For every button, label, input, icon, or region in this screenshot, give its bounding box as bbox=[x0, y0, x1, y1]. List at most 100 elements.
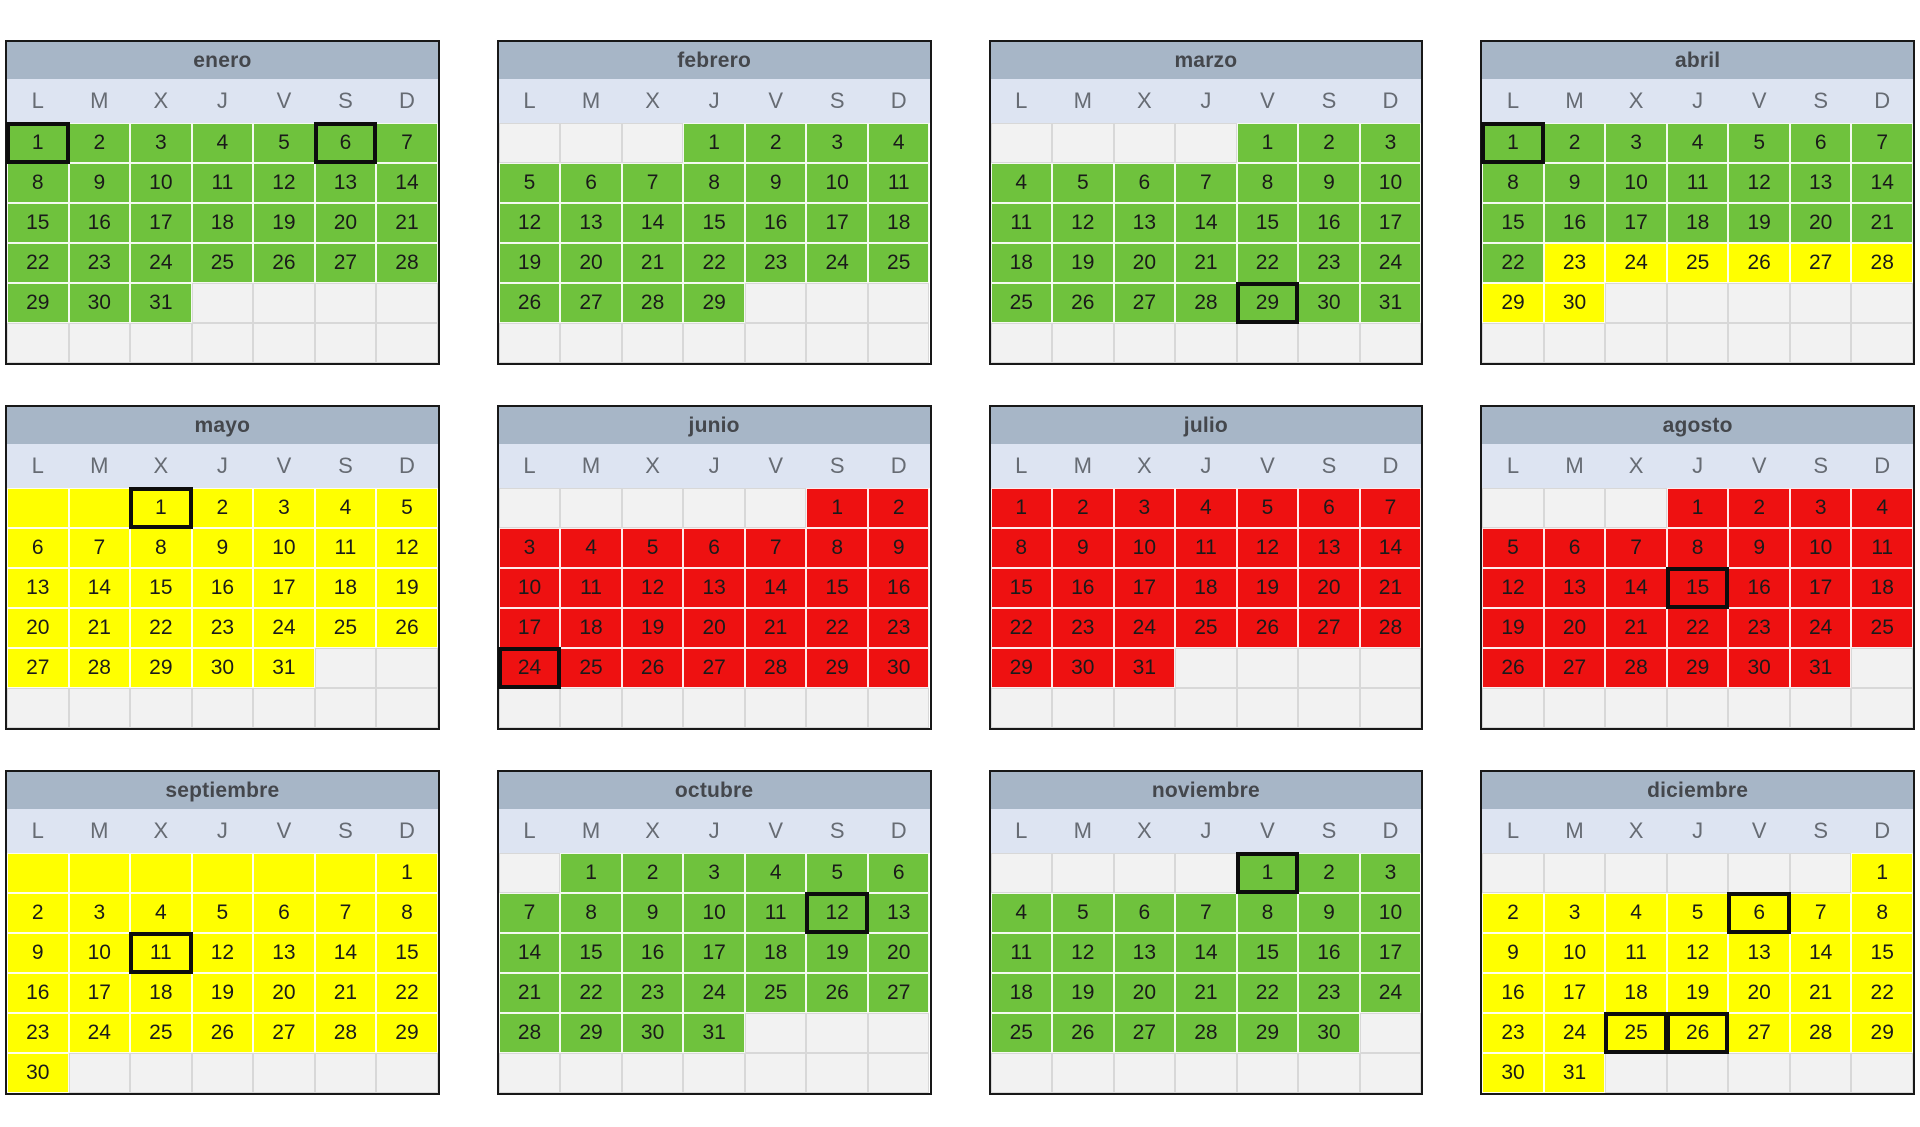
day-cell-marzo-20[interactable]: 20 bbox=[1113, 243, 1176, 283]
day-cell-septiembre-12[interactable]: 12 bbox=[191, 933, 254, 973]
day-cell-enero-8[interactable]: 8 bbox=[7, 163, 69, 203]
day-cell-abril-20[interactable]: 20 bbox=[1789, 203, 1852, 243]
day-cell-septiembre-23[interactable]: 23 bbox=[7, 1013, 69, 1053]
day-cell-julio-1[interactable]: 1 bbox=[990, 488, 1053, 528]
day-cell-noviembre-8[interactable]: 8 bbox=[1236, 893, 1299, 933]
day-cell-abril-19[interactable]: 19 bbox=[1728, 203, 1790, 243]
day-cell-febrero-19[interactable]: 19 bbox=[498, 243, 561, 283]
day-cell-junio-3[interactable]: 3 bbox=[498, 528, 561, 568]
day-cell-mayo-27[interactable]: 27 bbox=[7, 648, 69, 688]
day-cell-noviembre-28[interactable]: 28 bbox=[1175, 1013, 1237, 1053]
day-cell-noviembre-9[interactable]: 9 bbox=[1298, 893, 1360, 933]
day-cell-diciembre-29[interactable]: 29 bbox=[1851, 1013, 1913, 1053]
day-cell-septiembre-14[interactable]: 14 bbox=[314, 933, 377, 973]
day-cell-septiembre-28[interactable]: 28 bbox=[314, 1013, 377, 1053]
day-cell-mayo-28[interactable]: 28 bbox=[68, 648, 131, 688]
day-cell-septiembre-3[interactable]: 3 bbox=[68, 893, 131, 933]
day-cell-noviembre-22[interactable]: 22 bbox=[1236, 973, 1299, 1013]
day-cell-junio-20[interactable]: 20 bbox=[683, 608, 745, 648]
day-cell-mayo-18[interactable]: 18 bbox=[314, 568, 377, 608]
day-cell-diciembre-5[interactable]: 5 bbox=[1666, 893, 1729, 933]
day-cell-noviembre-10[interactable]: 10 bbox=[1359, 893, 1422, 933]
day-cell-septiembre-5[interactable]: 5 bbox=[191, 893, 254, 933]
day-cell-abril-2[interactable]: 2 bbox=[1543, 123, 1606, 163]
day-cell-enero-16[interactable]: 16 bbox=[68, 203, 131, 243]
day-cell-agosto-30[interactable]: 30 bbox=[1728, 648, 1790, 688]
day-cell-septiembre-10[interactable]: 10 bbox=[68, 933, 131, 973]
day-cell-febrero-26[interactable]: 26 bbox=[498, 283, 561, 323]
day-cell-diciembre-26[interactable]: 26 bbox=[1665, 1012, 1730, 1054]
day-cell-noviembre-18[interactable]: 18 bbox=[990, 973, 1053, 1013]
day-cell-agosto-12[interactable]: 12 bbox=[1482, 568, 1544, 608]
day-cell-mayo-6[interactable]: 6 bbox=[7, 528, 69, 568]
day-cell-mayo-5[interactable]: 5 bbox=[376, 488, 438, 528]
day-cell-junio-4[interactable]: 4 bbox=[560, 528, 622, 568]
day-cell-junio-22[interactable]: 22 bbox=[806, 608, 868, 648]
day-cell-junio-10[interactable]: 10 bbox=[498, 568, 561, 608]
day-cell-octubre-18[interactable]: 18 bbox=[744, 933, 807, 973]
day-cell-agosto-24[interactable]: 24 bbox=[1789, 608, 1852, 648]
day-cell-octubre-5[interactable]: 5 bbox=[806, 853, 868, 893]
day-cell-febrero-8[interactable]: 8 bbox=[683, 163, 745, 203]
day-cell-marzo-15[interactable]: 15 bbox=[1236, 203, 1299, 243]
day-cell-abril-27[interactable]: 27 bbox=[1789, 243, 1852, 283]
day-cell-octubre-12[interactable]: 12 bbox=[805, 892, 869, 934]
day-cell-enero-27[interactable]: 27 bbox=[314, 243, 377, 283]
day-cell-octubre-14[interactable]: 14 bbox=[498, 933, 561, 973]
day-cell-julio-16[interactable]: 16 bbox=[1052, 568, 1114, 608]
day-cell-marzo-8[interactable]: 8 bbox=[1236, 163, 1299, 203]
day-cell-mayo-3[interactable]: 3 bbox=[253, 488, 315, 528]
day-cell-febrero-1[interactable]: 1 bbox=[683, 123, 745, 163]
day-cell-marzo-19[interactable]: 19 bbox=[1052, 243, 1114, 283]
day-cell-diciembre-10[interactable]: 10 bbox=[1543, 933, 1606, 973]
day-cell-enero-29[interactable]: 29 bbox=[7, 283, 69, 323]
day-cell-junio-30[interactable]: 30 bbox=[867, 648, 930, 688]
day-cell-abril-15[interactable]: 15 bbox=[1482, 203, 1544, 243]
day-cell-noviembre-12[interactable]: 12 bbox=[1052, 933, 1114, 973]
day-cell-agosto-17[interactable]: 17 bbox=[1789, 568, 1852, 608]
day-cell-junio-6[interactable]: 6 bbox=[683, 528, 745, 568]
day-cell-mayo-4[interactable]: 4 bbox=[314, 488, 377, 528]
day-cell-febrero-20[interactable]: 20 bbox=[560, 243, 622, 283]
day-cell-junio-9[interactable]: 9 bbox=[867, 528, 930, 568]
day-cell-agosto-15[interactable]: 15 bbox=[1665, 567, 1730, 609]
day-cell-enero-9[interactable]: 9 bbox=[68, 163, 131, 203]
day-cell-abril-14[interactable]: 14 bbox=[1851, 163, 1913, 203]
day-cell-agosto-6[interactable]: 6 bbox=[1543, 528, 1606, 568]
day-cell-abril-5[interactable]: 5 bbox=[1728, 123, 1790, 163]
day-cell-abril-16[interactable]: 16 bbox=[1543, 203, 1606, 243]
day-cell-febrero-9[interactable]: 9 bbox=[744, 163, 807, 203]
day-cell-mayo-26[interactable]: 26 bbox=[376, 608, 438, 648]
day-cell-julio-17[interactable]: 17 bbox=[1113, 568, 1176, 608]
day-cell-octubre-9[interactable]: 9 bbox=[621, 893, 684, 933]
day-cell-diciembre-20[interactable]: 20 bbox=[1728, 973, 1790, 1013]
day-cell-noviembre-26[interactable]: 26 bbox=[1052, 1013, 1114, 1053]
day-cell-diciembre-30[interactable]: 30 bbox=[1482, 1053, 1544, 1093]
day-cell-mayo-24[interactable]: 24 bbox=[253, 608, 315, 648]
day-cell-noviembre-17[interactable]: 17 bbox=[1359, 933, 1422, 973]
day-cell-septiembre-7[interactable]: 7 bbox=[314, 893, 377, 933]
day-cell-abril-11[interactable]: 11 bbox=[1666, 163, 1729, 203]
day-cell-febrero-15[interactable]: 15 bbox=[683, 203, 745, 243]
day-cell-noviembre-21[interactable]: 21 bbox=[1175, 973, 1237, 1013]
day-cell-junio-11[interactable]: 11 bbox=[560, 568, 622, 608]
day-cell-enero-14[interactable]: 14 bbox=[376, 163, 438, 203]
day-cell-abril-25[interactable]: 25 bbox=[1666, 243, 1729, 283]
day-cell-junio-19[interactable]: 19 bbox=[621, 608, 684, 648]
day-cell-agosto-20[interactable]: 20 bbox=[1543, 608, 1606, 648]
day-cell-enero-17[interactable]: 17 bbox=[130, 203, 192, 243]
day-cell-junio-1[interactable]: 1 bbox=[806, 488, 868, 528]
day-cell-junio-12[interactable]: 12 bbox=[621, 568, 684, 608]
day-cell-mayo-2[interactable]: 2 bbox=[191, 488, 254, 528]
day-cell-enero-24[interactable]: 24 bbox=[130, 243, 192, 283]
day-cell-diciembre-7[interactable]: 7 bbox=[1789, 893, 1852, 933]
day-cell-julio-14[interactable]: 14 bbox=[1359, 528, 1422, 568]
day-cell-agosto-27[interactable]: 27 bbox=[1543, 648, 1606, 688]
day-cell-enero-20[interactable]: 20 bbox=[314, 203, 377, 243]
day-cell-noviembre-15[interactable]: 15 bbox=[1236, 933, 1299, 973]
day-cell-noviembre-1[interactable]: 1 bbox=[1235, 852, 1300, 894]
day-cell-mayo-30[interactable]: 30 bbox=[191, 648, 254, 688]
day-cell-enero-6[interactable]: 6 bbox=[313, 122, 378, 164]
day-cell-mayo-1[interactable]: 1 bbox=[129, 487, 193, 529]
day-cell-marzo-30[interactable]: 30 bbox=[1298, 283, 1360, 323]
